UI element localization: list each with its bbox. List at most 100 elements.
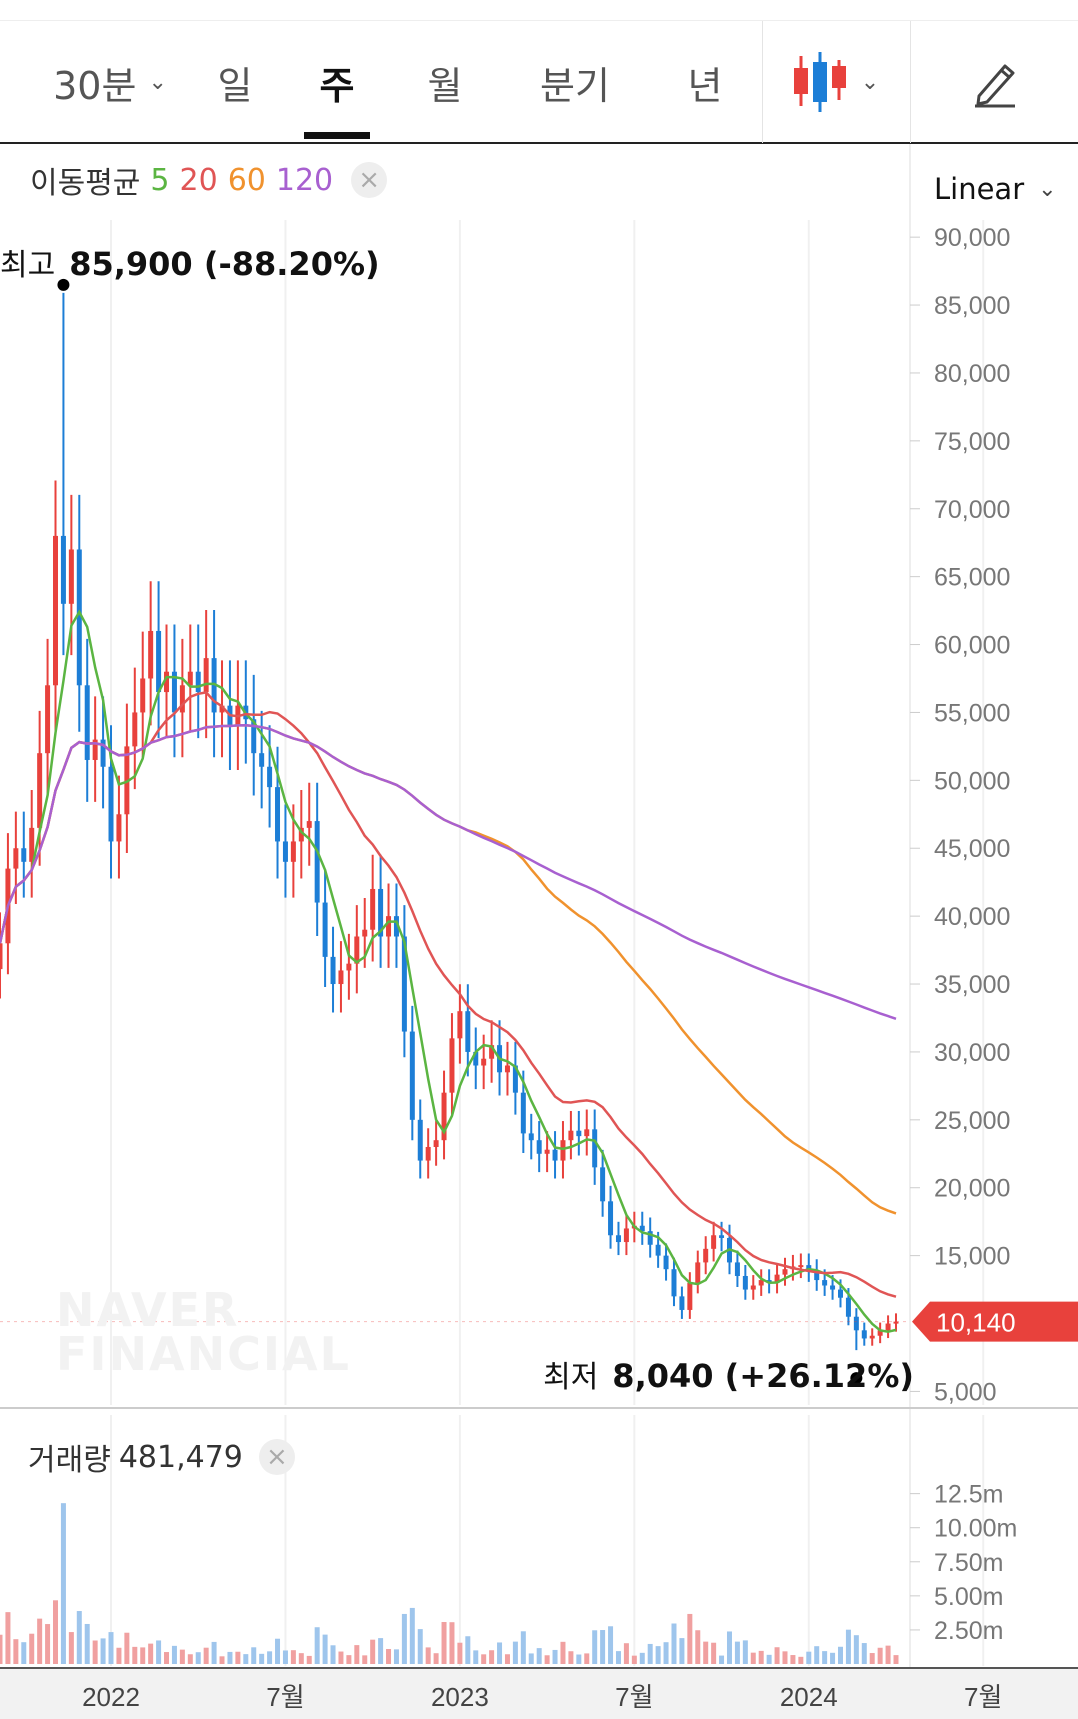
volume-tick-label: 10.00m: [934, 1515, 1017, 1543]
candle-body: [219, 705, 225, 713]
volume-bar: [449, 1622, 455, 1664]
close-icon[interactable]: ×: [258, 1439, 295, 1475]
ma-period-60: 60: [227, 162, 266, 198]
volume-bar: [695, 1630, 701, 1664]
volume-bar: [243, 1654, 249, 1664]
candle-body: [140, 678, 146, 713]
candle-body: [845, 1297, 851, 1317]
candle-body: [512, 1065, 518, 1093]
volume-bar: [742, 1640, 748, 1664]
volume-bar: [251, 1647, 257, 1664]
x-tick-label: 7월: [266, 1682, 304, 1712]
tab-30min[interactable]: 30분 ⌄: [40, 21, 180, 143]
tab-week[interactable]: 주: [304, 21, 370, 143]
ma-line-120: [0, 723, 897, 1020]
candle-body: [465, 1011, 471, 1052]
volume-bar: [187, 1654, 193, 1664]
volume-bar: [148, 1643, 154, 1664]
volume-bar: [473, 1650, 479, 1664]
candle-body: [608, 1201, 614, 1236]
volume-bar: [861, 1643, 867, 1664]
volume-bar: [140, 1647, 146, 1664]
volume-bar: [330, 1645, 336, 1664]
candle-body: [203, 658, 209, 693]
y-tick-label: 50,000: [934, 767, 1010, 795]
high-annotation: 최고 85,900 (-88.20%): [0, 240, 380, 284]
volume-bar: [386, 1648, 392, 1664]
candle-body: [171, 671, 177, 713]
candle-body: [53, 535, 59, 686]
tab-year[interactable]: 년: [660, 21, 750, 143]
volume-bar: [354, 1645, 360, 1664]
candle-body: [703, 1248, 709, 1263]
candle-body: [179, 685, 185, 713]
edit-button[interactable]: [950, 21, 1040, 143]
candle-body: [750, 1285, 756, 1290]
tab-divider: [910, 21, 911, 143]
active-tab-underline: [304, 132, 370, 139]
candle-body: [275, 787, 281, 842]
y-tick-label: 90,000: [934, 224, 1010, 252]
low-label: 최저: [543, 1360, 599, 1395]
tab-day[interactable]: 일: [190, 21, 280, 143]
scale-label: Linear: [934, 172, 1025, 206]
candle-body: [401, 936, 407, 1032]
candle-body: [100, 739, 106, 767]
candle-body: [393, 916, 399, 937]
candle-body: [473, 1051, 479, 1066]
volume-bar: [227, 1651, 233, 1664]
volume-bar: [68, 1632, 74, 1664]
tab-label: 년: [687, 63, 723, 108]
y-tick-label: 45,000: [934, 835, 1010, 863]
volume-bar: [370, 1639, 376, 1664]
tab-month[interactable]: 월: [400, 21, 490, 143]
tab-divider: [762, 21, 763, 143]
y-tick-label: 70,000: [934, 496, 1010, 524]
candle-body: [13, 848, 19, 869]
candle-body: [322, 902, 328, 957]
chart-type-selector[interactable]: ⌄: [770, 21, 900, 143]
y-tick-label: 65,000: [934, 564, 1010, 592]
candle-body: [861, 1330, 867, 1339]
volume-bar: [259, 1653, 265, 1664]
volume-bar: [171, 1645, 177, 1664]
candle-body: [520, 1092, 526, 1134]
y-tick-label: 80,000: [934, 360, 1010, 388]
volume-bar: [433, 1653, 439, 1664]
volume-bar: [156, 1640, 162, 1664]
period-tabbar: 30분 ⌄ 일 주 월 분기 년 ⌄: [0, 20, 1078, 144]
candle-body: [774, 1274, 780, 1283]
volume-bar: [790, 1655, 796, 1664]
volume-label: 거래량: [28, 1443, 111, 1478]
tab-quarter[interactable]: 분기: [520, 21, 630, 143]
candle-body: [552, 1149, 558, 1161]
scale-selector[interactable]: Linear ⌄: [934, 172, 1057, 206]
volume-bar: [417, 1629, 423, 1664]
volume-bar: [845, 1629, 851, 1664]
close-icon[interactable]: ×: [351, 162, 388, 198]
candle-body: [584, 1129, 590, 1137]
candle-body: [314, 821, 320, 903]
volume-bar: [837, 1646, 843, 1664]
x-tick-label: 2024: [780, 1682, 838, 1712]
volume-bar: [235, 1651, 241, 1664]
volume-bar: [830, 1652, 836, 1664]
high-value: 85,900 (-88.20%): [69, 245, 380, 283]
candle-body: [449, 1038, 455, 1093]
volume-tick-label: 5.00m: [934, 1583, 1003, 1611]
volume-bar: [885, 1645, 891, 1664]
volume-tick-label: 12.5m: [934, 1481, 1003, 1509]
candle-body: [45, 685, 51, 754]
candle-body: [623, 1228, 629, 1243]
volume-bar: [13, 1639, 19, 1664]
candle-body: [409, 1031, 415, 1120]
candle-body: [425, 1146, 431, 1161]
moving-average-legend: 이동평균 5 20 60 120 ×: [30, 158, 388, 202]
volume-bar: [536, 1648, 542, 1664]
current-price-label: 10,140: [936, 1308, 1016, 1338]
candle-body: [481, 1058, 487, 1066]
volume-bar: [314, 1627, 320, 1664]
candle-body: [782, 1269, 788, 1275]
volume-bar: [592, 1630, 598, 1664]
